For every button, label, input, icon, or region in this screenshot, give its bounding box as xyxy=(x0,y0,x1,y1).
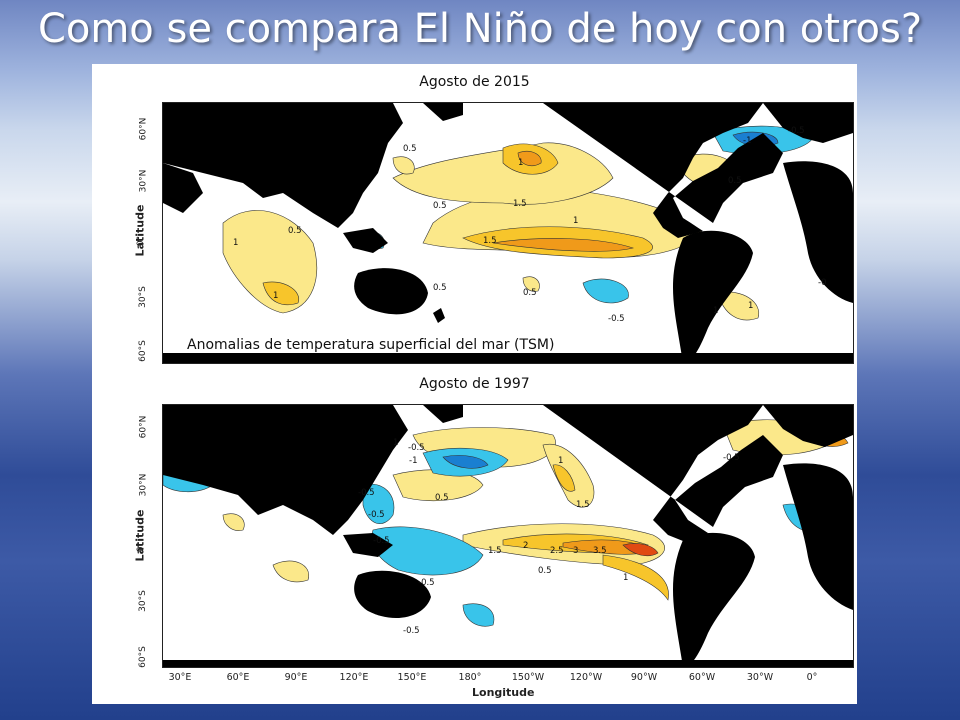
contour-label: -0.5 xyxy=(358,488,375,498)
y-axis-label-1997: Latitude xyxy=(133,509,147,562)
x-tick: 0° xyxy=(806,672,818,683)
y-tick-2015: 30°S xyxy=(137,286,148,308)
contour-label: 0.5 xyxy=(435,493,449,503)
contour-label: 0.5 xyxy=(728,176,742,186)
x-tick: 150°E xyxy=(397,672,427,683)
x-tick: 150°W xyxy=(511,672,545,683)
y-tick-2015: 60°S xyxy=(137,340,148,362)
panel-title-1997: Agosto de 1997 xyxy=(419,376,530,392)
sst-map-1997: -0.5 -1 1 0.5 -0.5 -0.5 1 1.5 1.5 2 2.5 … xyxy=(162,404,854,668)
contour-label: 1.5 xyxy=(513,199,527,209)
y-tick-1997: 60°S xyxy=(137,646,148,668)
contour-label: 1 xyxy=(233,238,238,248)
contour-label: -0.5 xyxy=(368,510,385,520)
contour-label: 0.5 xyxy=(403,144,417,154)
x-tick: 30°W xyxy=(746,672,774,683)
x-tick: 60°W xyxy=(688,672,716,683)
contour-label: 1 xyxy=(748,301,753,311)
panel-title-2015: Agosto de 2015 xyxy=(419,74,530,90)
contour-label: 1 xyxy=(558,456,563,466)
contour-label: -0.5 xyxy=(723,453,740,463)
contour-label: 1.5 xyxy=(576,500,590,510)
contour-labels-2015: 0.5 -1 1 -0.5 1.5 1 0.5 1 0.5 1.5 0.5 1 … xyxy=(233,126,826,324)
y-tick-2015: 60°N xyxy=(138,117,149,141)
contour-label: 3.5 xyxy=(593,546,607,556)
contour-label: -0.5 xyxy=(403,626,420,636)
contour-label: -0.5 xyxy=(788,126,805,136)
x-tick: 30°E xyxy=(168,672,192,683)
contour-label: 0.5 xyxy=(433,283,447,293)
y-tick-1997: 60°N xyxy=(138,415,149,439)
y-axis-label-2015: Latitude xyxy=(133,204,147,257)
contour-label: -1 xyxy=(743,136,751,146)
y-tick-1997: 0° xyxy=(136,541,147,553)
figure-caption: Anomalias de temperatura superficial del… xyxy=(187,337,555,353)
x-tick: 60°E xyxy=(226,672,250,683)
contour-label: -0.5 xyxy=(418,578,435,588)
sst-anomaly-figure: Agosto de 2015 Latitude 60°N 30°N 0° 30°… xyxy=(92,64,857,704)
contour-label: 1 xyxy=(273,291,278,301)
contour-label: 2 xyxy=(523,541,528,551)
contour-label: -0.5 xyxy=(408,443,425,453)
land-2015 xyxy=(163,103,853,363)
y-tick-2015: 0° xyxy=(136,235,147,247)
contour-labels-1997: -0.5 -1 1 0.5 -0.5 -0.5 1 1.5 1.5 2 2.5 … xyxy=(358,438,740,636)
contour-label: -0 xyxy=(818,278,826,288)
contour-label: 0.5 xyxy=(288,226,302,236)
contour-label: 1 xyxy=(518,158,523,168)
contour-label: 1.5 xyxy=(488,546,502,556)
contour-label: 1 xyxy=(573,216,578,226)
contour-label: 0.5 xyxy=(538,566,552,576)
contour-label: 1 xyxy=(623,573,628,583)
slide-title: Como se compara El Niño de hoy con otros… xyxy=(37,6,923,52)
contour-label: 0.5 xyxy=(433,201,447,211)
x-tick: 90°E xyxy=(284,672,308,683)
contour-label: 1.5 xyxy=(483,236,497,246)
contour-label: 0.5 xyxy=(523,288,537,298)
contour-label: 2.5 xyxy=(550,546,564,556)
contour-label: 1 xyxy=(393,438,398,448)
contour-label: -1 xyxy=(409,456,417,466)
contour-label: 1 xyxy=(713,306,718,316)
contour-label: 3 xyxy=(573,546,578,556)
x-tick: 120°E xyxy=(339,672,369,683)
land-1997 xyxy=(163,405,853,667)
x-axis-label: Longitude xyxy=(472,686,535,699)
y-tick-2015: 30°N xyxy=(138,169,149,193)
x-tick: 90°W xyxy=(630,672,658,683)
x-tick: 120°W xyxy=(569,672,603,683)
sst-map-2015: 0.5 -1 1 -0.5 1.5 1 0.5 1 0.5 1.5 0.5 1 … xyxy=(162,102,854,364)
x-tick: 180° xyxy=(458,672,482,683)
contour-label: -0.5 xyxy=(608,314,625,324)
y-tick-1997: 30°N xyxy=(138,473,149,497)
contour-label: -0.5 xyxy=(373,536,390,546)
y-tick-1997: 30°S xyxy=(137,590,148,612)
